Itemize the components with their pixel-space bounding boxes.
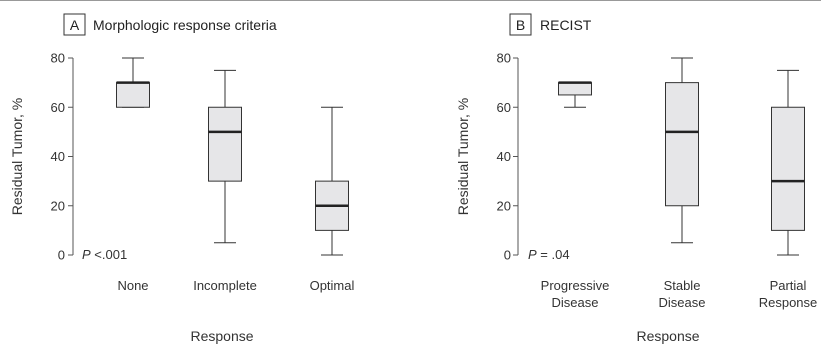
panel-b: B RECIST 0 20 40 60 80 Residual Tumor, % Progres… bbox=[455, 13, 818, 344]
y-tick-label: 40 bbox=[51, 149, 65, 164]
x-tick-label: None bbox=[117, 278, 148, 293]
box-iqr bbox=[208, 106, 242, 182]
panel-letter: A bbox=[70, 17, 80, 33]
y-axis-label: Residual Tumor, % bbox=[455, 98, 471, 216]
panel-letter-box bbox=[509, 13, 532, 36]
x-tick-label: Partial Response bbox=[759, 278, 818, 310]
y-tick-label: 80 bbox=[51, 51, 65, 66]
box-2 bbox=[665, 57, 699, 244]
y-tick-label: 20 bbox=[497, 198, 511, 213]
panel-letter: B bbox=[516, 17, 525, 33]
x-tick-label: Incomplete bbox=[193, 278, 257, 293]
box-2 bbox=[208, 69, 242, 244]
y-tick-label: 60 bbox=[497, 100, 511, 115]
y-tick-label: 0 bbox=[58, 248, 65, 263]
box-iqr bbox=[116, 82, 150, 108]
panel-title: Morphologic response criteria bbox=[93, 17, 277, 33]
box-1 bbox=[116, 57, 150, 108]
box-iqr bbox=[665, 82, 699, 207]
panel-letter-box bbox=[63, 13, 86, 36]
y-axis-label: Residual Tumor, % bbox=[9, 98, 25, 216]
panel-a: A Morphologic response criteria 0 20 40 60 80 R… bbox=[9, 13, 355, 344]
x-axis-label: Response bbox=[190, 328, 253, 344]
box-1 bbox=[558, 81, 592, 108]
panel-title: RECIST bbox=[540, 17, 592, 33]
y-tick-label: 80 bbox=[497, 51, 511, 66]
x-tick-label: Stable Disease bbox=[659, 278, 706, 310]
box-iqr bbox=[558, 82, 592, 96]
x-tick-label: Progressive Disease bbox=[541, 278, 610, 310]
box-3 bbox=[771, 69, 805, 256]
y-tick-label: 20 bbox=[51, 198, 65, 213]
p-value: P <.001 bbox=[82, 247, 127, 262]
y-tick-label: 60 bbox=[51, 100, 65, 115]
box-3 bbox=[315, 106, 349, 256]
x-tick-label: Optimal bbox=[310, 278, 355, 293]
p-value: P = .04 bbox=[528, 247, 570, 262]
box-iqr bbox=[771, 106, 805, 231]
x-axis-label: Response bbox=[636, 328, 699, 344]
y-tick-label: 40 bbox=[497, 149, 511, 164]
y-tick-label: 0 bbox=[504, 248, 511, 263]
